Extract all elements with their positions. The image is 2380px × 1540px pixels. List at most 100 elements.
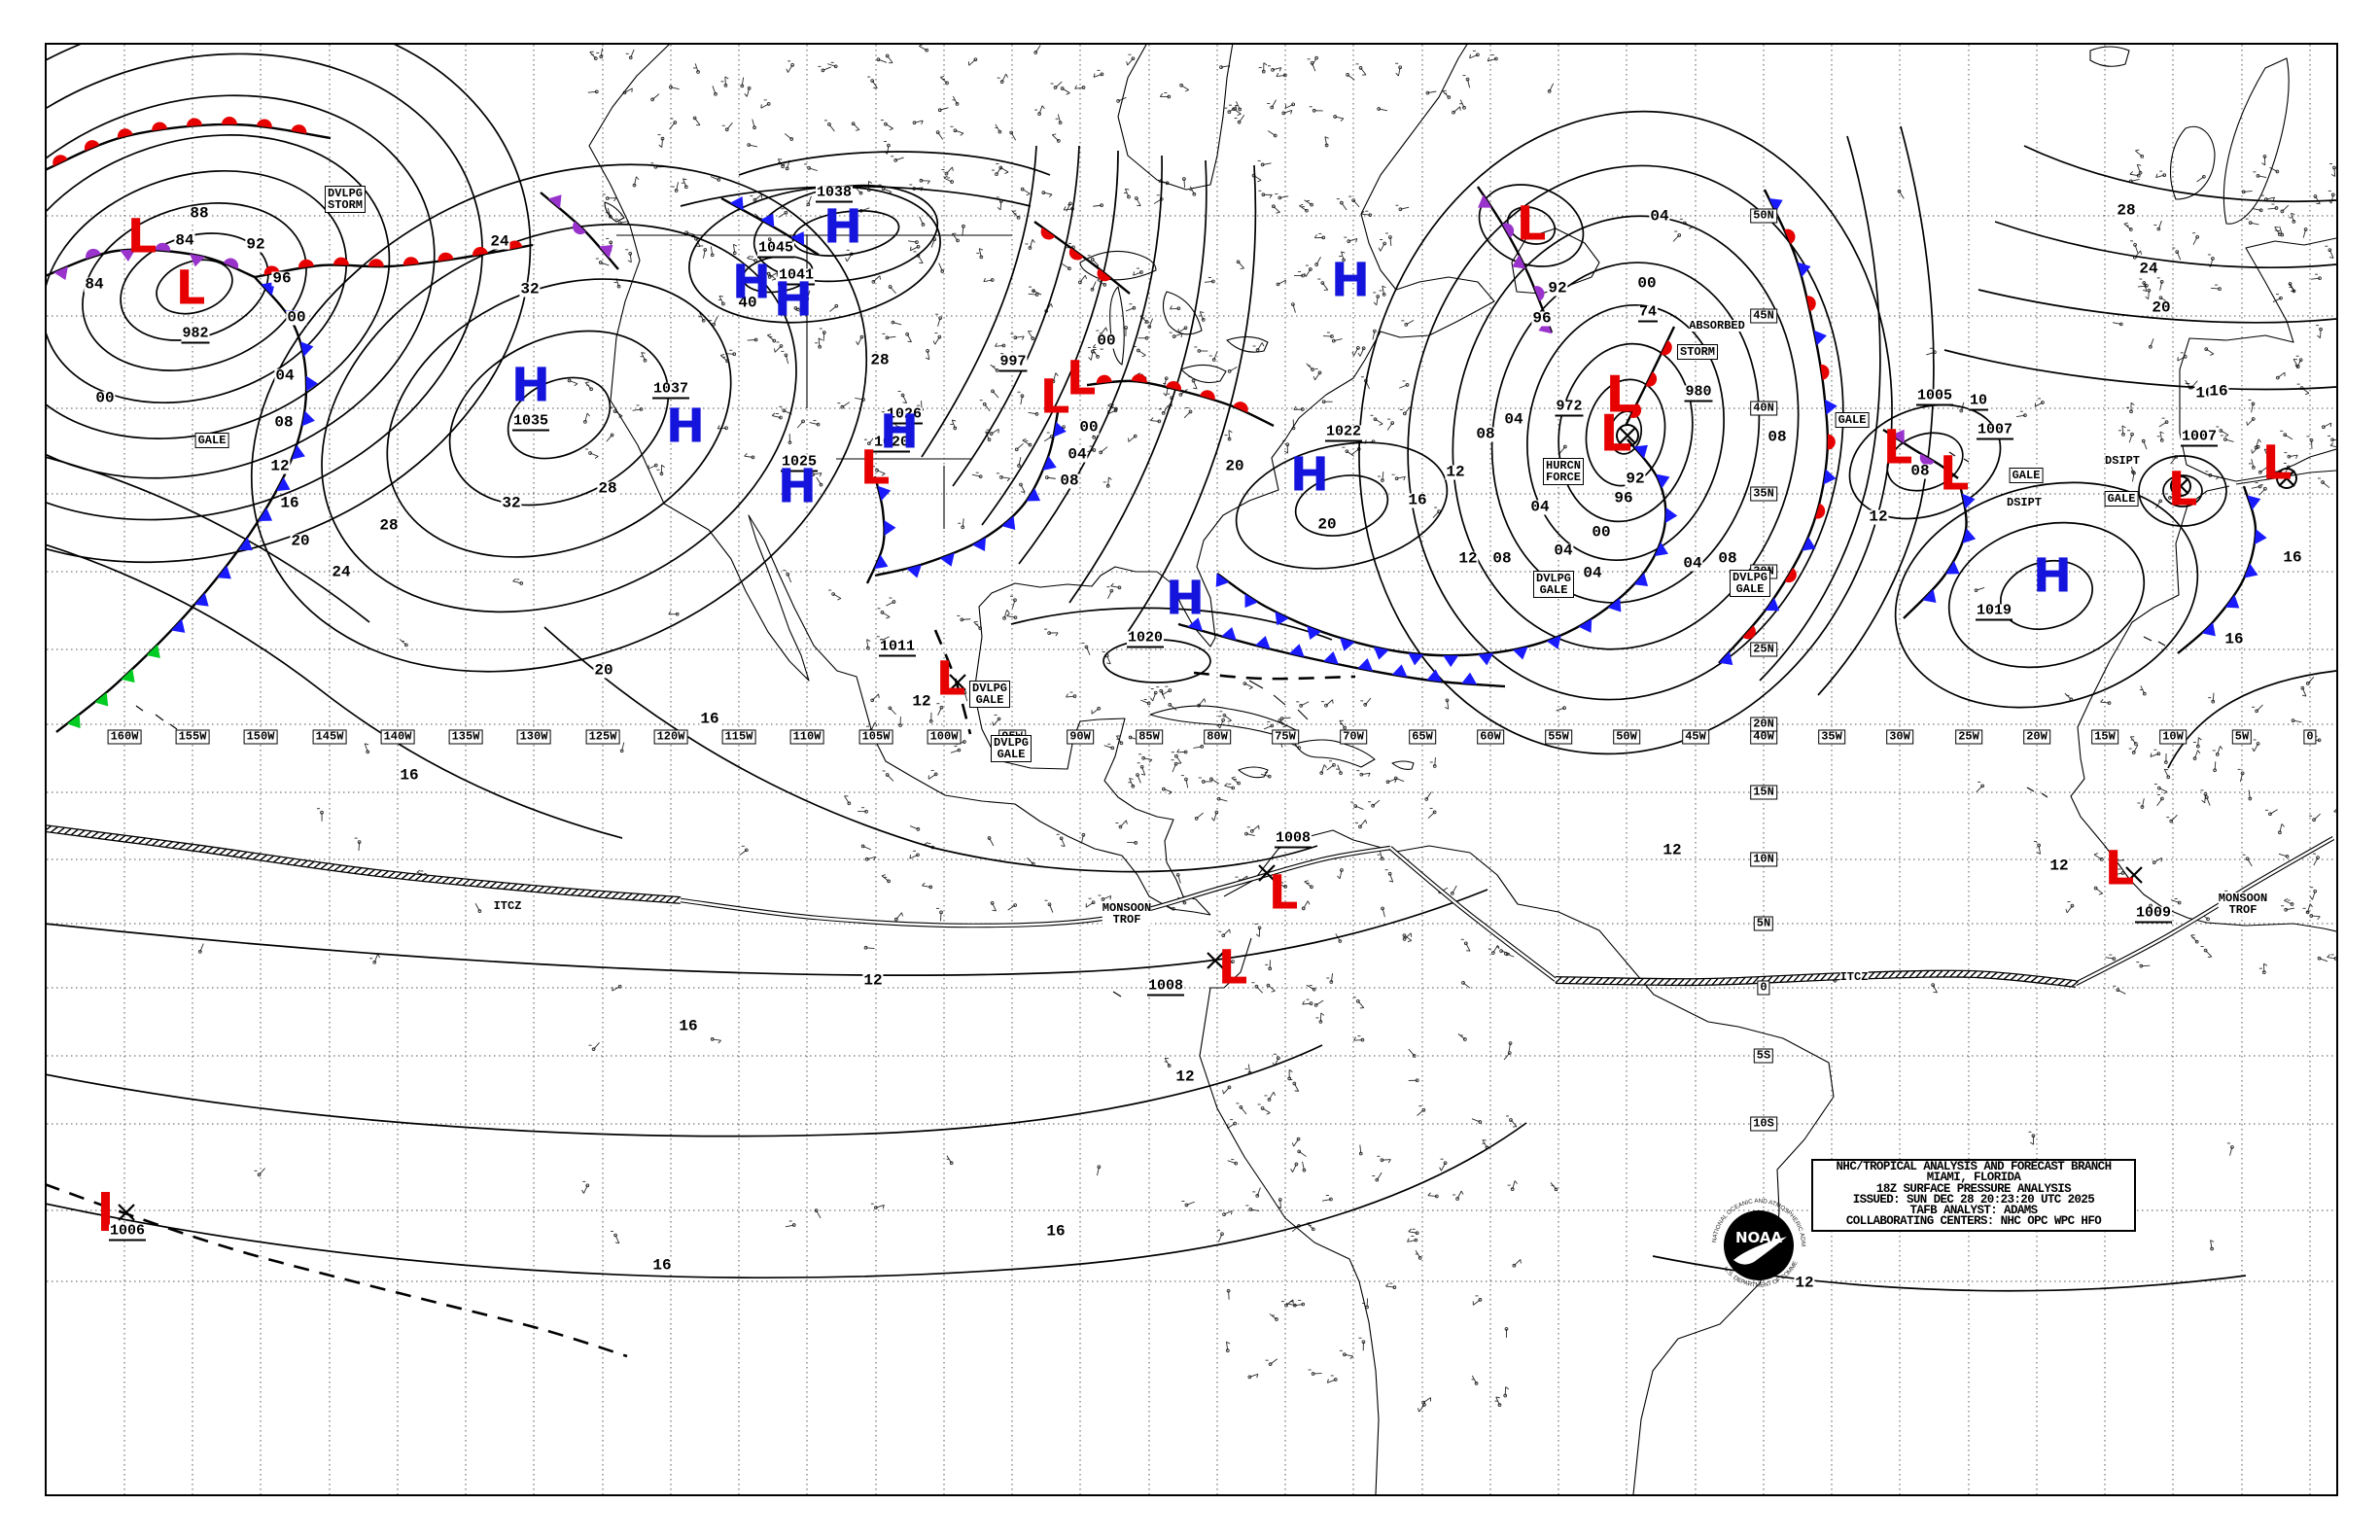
isobar-label: 08 [1767,428,1788,446]
isobar-label: 08 [1475,425,1496,443]
isobar-label: 92 [245,235,266,254]
longitude-label: 115W [721,729,756,745]
pressure-value-label: 1008 [1146,977,1185,997]
low-center-symbol: L [1066,351,1097,406]
isobar-label: 40 [737,294,758,312]
annotation-dvlpg-gale: DVLPG GALE [1532,571,1575,598]
longitude-label: 130W [516,729,551,745]
isobar-label: 12 [1868,508,1889,526]
isobar-label: 08 [1909,462,1931,480]
low-center-symbol: L [1939,446,1970,502]
analysis-info-box: NHC/TROPICAL ANALYSIS AND FORECAST BRANC… [1811,1159,2136,1232]
pressure-value-label: 1019 [1975,602,2013,621]
pressure-value-label: 1022 [1324,423,1363,442]
weather-fronts [47,117,2267,733]
longitude-label: 55W [1545,729,1572,745]
pressure-value-label: 972 [1555,398,1584,417]
pressure-value-label: 1020 [1126,629,1165,648]
isobar-label: 00 [1096,332,1117,350]
isobar-label: 00 [1636,274,1658,293]
longitude-label: 75W [1272,729,1299,745]
isobar-label: 16 [2223,630,2245,648]
isobar-label: 96 [1531,309,1553,328]
latitude-label: 40N [1750,401,1777,416]
annotation-itcz: ITCZ [1839,970,1869,984]
isobar-label: 08 [1717,549,1738,568]
isobar-label: 32 [519,280,541,298]
pressure-value-label: 1009 [2134,904,2173,924]
isobar-label: 12 [1174,1068,1196,1086]
isobar-label: 20 [2151,298,2172,317]
isobar-label: 96 [1613,489,1634,508]
longitude-label: 70W [1340,729,1367,745]
high-center-symbol: H [665,399,706,454]
isobar-label: 24 [2138,260,2159,278]
low-center-symbol: L [1268,865,1299,921]
longitude-label: 110W [789,729,824,745]
longitude-label: 40W [1750,729,1777,745]
longitude-label: 35W [1818,729,1845,745]
isobar-label: 16 [699,710,720,728]
longitude-label: 85W [1136,729,1163,745]
isobar-label: 00 [94,389,116,407]
isobar-label: 16 [279,494,300,512]
isobar-label: 00 [1591,523,1612,542]
latitude-label: 20N [1750,717,1777,732]
longitude-label: 25W [1955,729,1982,745]
longitude-label: 0 [2303,729,2317,745]
isobar-label: 12 [2048,857,2070,875]
isobar-label: 04 [1529,498,1551,516]
annotation-dvlpg-gale: DVLPG GALE [990,735,1032,762]
isobar-label: 04 [1067,445,1088,464]
latlon-grid [47,45,2336,1494]
isobar-label: 16 [399,766,420,785]
info-centers: COLLABORATING CENTERS: NHC OPC WPC HFO [1845,1214,2102,1229]
low-center-symbol: L [1516,196,1547,252]
longitude-label: 100W [927,729,962,745]
info-product: 18Z SURFACE PRESSURE ANALYSIS [1875,1181,2072,1196]
isobar-label: 00 [286,308,307,327]
pressure-value-label: 982 [181,325,210,344]
isobar-label: 04 [274,367,296,385]
isobar-label: 04 [1503,410,1524,429]
high-center-symbol: H [822,199,863,255]
isobar-label: 20 [1316,515,1338,534]
latitude-label: 10N [1750,852,1777,867]
isobar-label: 12 [1445,463,1466,481]
pressure-value-label: 1035 [511,412,550,432]
info-city: MIAMI, FLORIDA [1926,1171,2021,1185]
pressure-value-label: 1007 [1976,421,2014,440]
high-center-symbol: H [2032,548,2073,604]
latitude-label: 50N [1750,208,1777,224]
low-center-symbol: L [2104,841,2135,896]
annotation-dvlpg-storm: DVLPG STORM [324,186,367,213]
isobar-label: 20 [1224,457,1245,475]
longitude-label: 30W [1886,729,1913,745]
isobar-label: 12 [1457,549,1479,568]
latitude-label: 45N [1750,308,1777,324]
low-center-symbol: L [1039,369,1070,425]
low-center-symbol: L [935,651,966,707]
annotation-monsoon-trof: MONSOON TROF [2218,892,2268,917]
longitude-label: 45W [1682,729,1709,745]
pressure-value-label: 1025 [780,453,819,472]
longitude-label: 5W [2231,729,2253,745]
longitude-label: 50W [1613,729,1640,745]
longitude-label: 10W [2159,729,2187,745]
longitude-label: 135W [448,729,483,745]
annotation-gale: GALE [194,433,229,448]
low-center-marks [101,424,2297,1231]
info-issued: ISSUED: SUN DEC 28 20:23:20 UTC 2025 [1852,1192,2095,1207]
isobar-label: 16 [651,1256,673,1275]
isobar-label: 12 [911,692,932,711]
latitude-label: 10S [1750,1116,1777,1132]
annotation-dsipt: DSIPT [2104,454,2141,468]
isobar-label: 12 [862,971,884,990]
pressure-value-label: 1011 [878,638,917,657]
info-analyst: TAFB ANALYST: ADAMS [1909,1204,2038,1218]
isobar-label: 08 [273,413,295,432]
isobar-label: 24 [331,563,352,581]
map-border [45,43,2338,1496]
longitude-label: 160W [107,729,142,745]
isobar-label: 16 [678,1017,699,1035]
